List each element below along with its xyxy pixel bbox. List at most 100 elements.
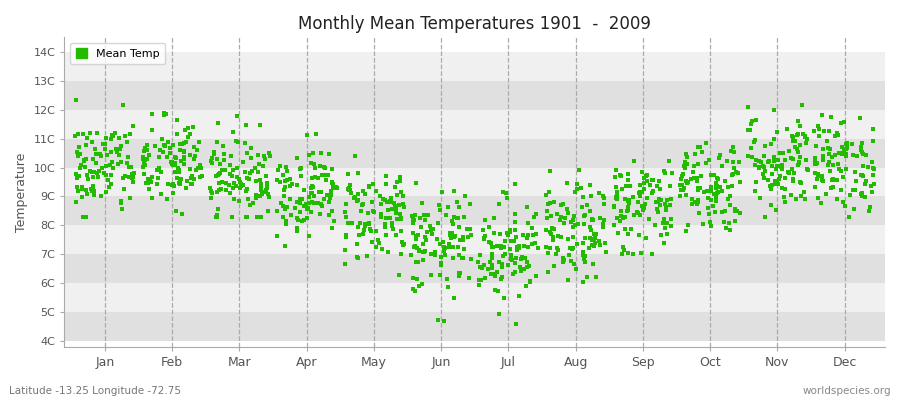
Point <box>161 139 176 145</box>
Point <box>709 192 724 198</box>
Point <box>486 230 500 237</box>
Point <box>173 181 187 187</box>
Point <box>362 221 376 227</box>
Point <box>172 180 186 186</box>
Point <box>695 148 709 155</box>
Point <box>148 143 162 149</box>
Point <box>310 130 324 137</box>
Point <box>193 162 207 168</box>
Point <box>620 208 634 214</box>
Point <box>854 144 868 150</box>
Point <box>178 138 193 145</box>
Point <box>225 172 239 179</box>
Point <box>451 244 465 250</box>
Point <box>347 153 362 159</box>
Point <box>648 222 662 228</box>
Point <box>556 201 571 208</box>
Point <box>485 265 500 272</box>
Point <box>324 191 338 197</box>
Point <box>318 165 332 172</box>
Point <box>328 184 342 190</box>
Point <box>704 188 718 194</box>
Point <box>230 165 244 172</box>
Point <box>621 176 635 183</box>
Point <box>797 189 812 195</box>
Point <box>314 203 328 209</box>
Point <box>796 131 810 138</box>
Point <box>634 189 649 196</box>
Point <box>236 159 250 165</box>
Point <box>114 159 129 165</box>
Point <box>242 202 256 208</box>
Point <box>303 160 318 166</box>
Point <box>374 201 389 207</box>
Point <box>126 174 140 180</box>
Point <box>396 241 410 247</box>
Point <box>406 216 420 222</box>
Point <box>392 211 407 217</box>
Point <box>408 288 422 294</box>
Point <box>817 128 832 134</box>
Point <box>464 232 478 238</box>
Point <box>72 144 86 150</box>
Point <box>123 194 138 201</box>
Point <box>545 234 560 240</box>
Point <box>394 215 409 222</box>
Point <box>697 189 711 195</box>
Point <box>436 248 451 254</box>
Point <box>696 221 710 228</box>
Point <box>443 232 457 238</box>
Point <box>547 225 562 232</box>
Point <box>218 167 232 174</box>
Point <box>778 156 792 163</box>
Point <box>227 196 241 202</box>
Point <box>379 181 393 188</box>
Point <box>436 318 451 324</box>
Point <box>620 230 634 237</box>
Point <box>571 221 585 228</box>
Point <box>293 209 308 215</box>
Point <box>504 252 518 258</box>
Point <box>223 171 238 178</box>
Point <box>174 176 188 182</box>
Point <box>541 268 555 275</box>
Point <box>775 163 789 169</box>
Point <box>388 203 402 210</box>
Point <box>246 200 260 206</box>
Point <box>730 208 744 214</box>
Point <box>621 204 635 211</box>
Point <box>688 199 702 205</box>
Point <box>784 155 798 161</box>
Point <box>662 158 677 164</box>
Point <box>431 220 446 226</box>
Point <box>393 251 408 257</box>
Point <box>302 151 316 158</box>
Point <box>835 144 850 150</box>
Point <box>446 188 461 194</box>
Point <box>616 247 631 254</box>
Point <box>382 215 397 222</box>
Point <box>245 168 259 174</box>
Point <box>661 231 675 238</box>
Point <box>508 181 522 188</box>
Point <box>203 158 218 164</box>
Point <box>580 202 594 208</box>
Point <box>808 143 823 149</box>
Point <box>322 212 337 218</box>
Point <box>442 244 456 250</box>
Point <box>821 145 835 152</box>
Point <box>386 226 400 232</box>
Point <box>685 196 699 202</box>
Point <box>434 260 448 266</box>
Point <box>79 135 94 142</box>
Point <box>290 155 304 161</box>
Point <box>567 261 581 268</box>
Point <box>592 190 607 196</box>
Point <box>814 112 829 118</box>
Point <box>583 182 598 188</box>
Point <box>181 125 195 132</box>
Point <box>716 208 730 215</box>
Point <box>825 184 840 190</box>
Point <box>859 181 873 187</box>
Point <box>597 216 611 223</box>
